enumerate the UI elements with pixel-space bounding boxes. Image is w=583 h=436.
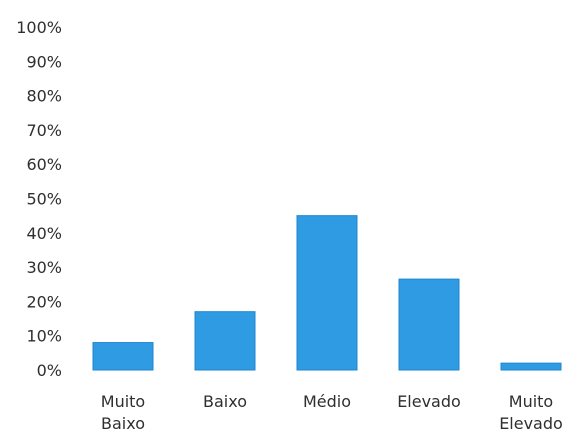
x-category-label-line: Baixo <box>203 392 247 411</box>
x-category-label: Médio <box>303 392 351 411</box>
y-tick-label: 90% <box>26 52 62 71</box>
x-category-label: Elevado <box>397 392 461 411</box>
x-category-label-line: Baixo <box>101 414 145 433</box>
y-tick-label: 20% <box>26 292 62 311</box>
bar <box>92 342 154 371</box>
bar <box>398 278 460 371</box>
y-tick-label: 0% <box>37 361 62 380</box>
y-tick-label: 100% <box>16 18 62 37</box>
x-category-label-line: Elevado <box>397 392 461 411</box>
bar <box>296 215 358 371</box>
bar <box>194 311 256 371</box>
y-tick-label: 50% <box>26 190 62 209</box>
x-category-label: Muito Elevado <box>499 392 563 433</box>
x-category-label-line: Médio <box>303 392 351 411</box>
x-category-label-line: Elevado <box>499 414 563 433</box>
x-category-label: Baixo <box>203 392 247 411</box>
y-tick-label: 60% <box>26 155 62 174</box>
y-tick-label: 40% <box>26 224 62 243</box>
bars <box>92 215 562 371</box>
y-tick-label: 10% <box>26 327 62 346</box>
y-tick-label: 70% <box>26 121 62 140</box>
bar <box>500 362 562 371</box>
x-axis-labels: Muito Baixo Baixo Médio Elevado Muito Elevado <box>101 392 563 433</box>
y-tick-label: 80% <box>26 87 62 106</box>
y-axis-ticks: 0% 10% 20% 30% 40% 50% 60% 70% 80% 90% 100% <box>16 18 62 380</box>
y-tick-label: 30% <box>26 258 62 277</box>
x-category-label: Muito Baixo <box>101 392 145 433</box>
x-category-label-line: Muito <box>509 392 553 411</box>
x-category-label-line: Muito <box>101 392 145 411</box>
